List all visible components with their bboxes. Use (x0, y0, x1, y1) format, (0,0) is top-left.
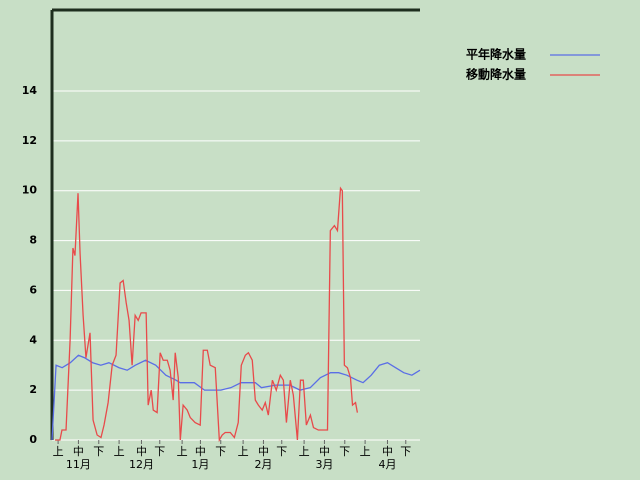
x-tick-label: 下 (215, 445, 226, 458)
x-tick-label: 上 (114, 445, 125, 458)
x-tick-label: 上 (360, 445, 371, 458)
x-tick-label: 中 (319, 445, 330, 458)
legend-label: 移動降水量 (466, 67, 526, 82)
y-tick-label: 6 (29, 283, 37, 296)
x-tick-label: 下 (154, 445, 165, 458)
x-tick-label: 中 (136, 445, 147, 458)
y-tick-label: 2 (29, 383, 37, 396)
month-label: 2月 (254, 458, 272, 471)
x-tick-label: 中 (73, 445, 84, 458)
y-tick-label: 0 (29, 433, 37, 446)
x-tick-label: 上 (177, 445, 188, 458)
y-tick-label: 14 (22, 84, 38, 97)
x-tick-label: 中 (382, 445, 393, 458)
x-tick-label: 下 (339, 445, 350, 458)
month-label: 3月 (315, 458, 333, 471)
x-tick-label: 上 (238, 445, 249, 458)
x-tick-label: 下 (400, 445, 411, 458)
legend-label: 平年降水量 (466, 47, 526, 62)
y-tick-label: 8 (29, 234, 37, 247)
series-line (51, 354, 421, 441)
x-tick-label: 中 (258, 445, 269, 458)
series-line (55, 186, 359, 443)
month-label: 12月 (129, 458, 154, 471)
x-tick-label: 下 (93, 445, 104, 458)
x-tick-label: 下 (276, 445, 287, 458)
month-label: 11月 (66, 458, 91, 471)
y-tick-label: 12 (22, 134, 37, 147)
month-label: 4月 (378, 458, 396, 471)
month-label: 1月 (191, 458, 209, 471)
y-tick-label: 4 (29, 333, 37, 346)
x-tick-label: 上 (299, 445, 310, 458)
x-tick-label: 中 (195, 445, 206, 458)
x-tick-label: 上 (53, 445, 64, 458)
y-tick-label: 10 (22, 184, 38, 197)
